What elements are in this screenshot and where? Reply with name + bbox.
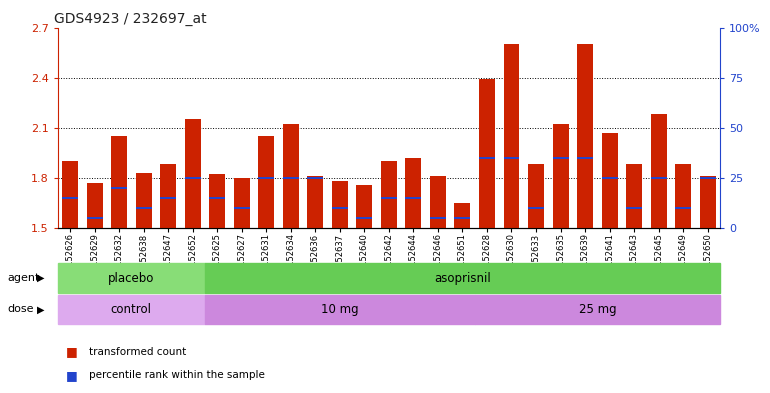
Text: asoprisnil: asoprisnil — [434, 272, 490, 285]
Text: placebo: placebo — [108, 272, 155, 285]
Bar — [504, 157, 520, 159]
Bar — [357, 217, 373, 219]
Bar — [307, 176, 323, 228]
Text: ■: ■ — [65, 345, 77, 358]
Bar — [160, 197, 176, 199]
Bar — [454, 217, 470, 219]
Bar — [136, 173, 152, 228]
Text: percentile rank within the sample: percentile rank within the sample — [89, 370, 264, 380]
Bar — [258, 177, 274, 179]
Bar — [381, 197, 397, 199]
Bar — [504, 44, 520, 228]
Bar — [185, 119, 201, 228]
Bar — [528, 165, 544, 228]
Bar — [357, 185, 373, 228]
Bar — [283, 125, 299, 228]
Bar — [454, 203, 470, 228]
Bar — [209, 197, 225, 199]
Bar — [160, 165, 176, 228]
Bar — [86, 183, 102, 228]
Bar — [234, 207, 249, 209]
Bar — [58, 263, 205, 293]
Bar — [528, 207, 544, 209]
Bar — [474, 295, 720, 324]
Bar — [553, 125, 568, 228]
Bar — [332, 181, 348, 228]
Bar — [626, 165, 642, 228]
Bar — [111, 136, 127, 228]
Bar — [479, 157, 495, 159]
Text: 10 mg: 10 mg — [321, 303, 359, 316]
Bar — [700, 177, 715, 179]
Text: agent: agent — [8, 273, 40, 283]
Bar — [111, 187, 127, 189]
Bar — [136, 207, 152, 209]
Text: 25 mg: 25 mg — [578, 303, 616, 316]
Bar — [430, 217, 446, 219]
Bar — [651, 177, 667, 179]
Text: ■: ■ — [65, 369, 77, 382]
Bar — [283, 177, 299, 179]
Bar — [577, 157, 593, 159]
Bar — [307, 177, 323, 179]
Text: ▶: ▶ — [37, 273, 45, 283]
Text: GDS4923 / 232697_at: GDS4923 / 232697_at — [55, 13, 207, 26]
Bar — [601, 177, 618, 179]
Bar — [62, 161, 78, 228]
Bar — [553, 157, 568, 159]
Bar — [205, 263, 720, 293]
Bar — [205, 295, 474, 324]
Bar — [209, 174, 225, 228]
Text: dose: dose — [8, 305, 34, 314]
Bar — [258, 136, 274, 228]
Bar — [675, 207, 691, 209]
Bar — [405, 158, 421, 228]
Bar — [479, 79, 495, 228]
Text: ▶: ▶ — [37, 305, 45, 314]
Bar — [185, 177, 201, 179]
Bar — [577, 44, 593, 228]
Bar — [651, 114, 667, 228]
Text: control: control — [111, 303, 152, 316]
Bar — [86, 217, 102, 219]
Bar — [700, 176, 715, 228]
Bar — [381, 161, 397, 228]
Bar — [332, 207, 348, 209]
Bar — [58, 295, 205, 324]
Text: transformed count: transformed count — [89, 347, 186, 357]
Bar — [62, 197, 78, 199]
Bar — [675, 165, 691, 228]
Bar — [234, 178, 249, 228]
Bar — [405, 197, 421, 199]
Bar — [626, 207, 642, 209]
Bar — [601, 133, 618, 228]
Bar — [430, 176, 446, 228]
